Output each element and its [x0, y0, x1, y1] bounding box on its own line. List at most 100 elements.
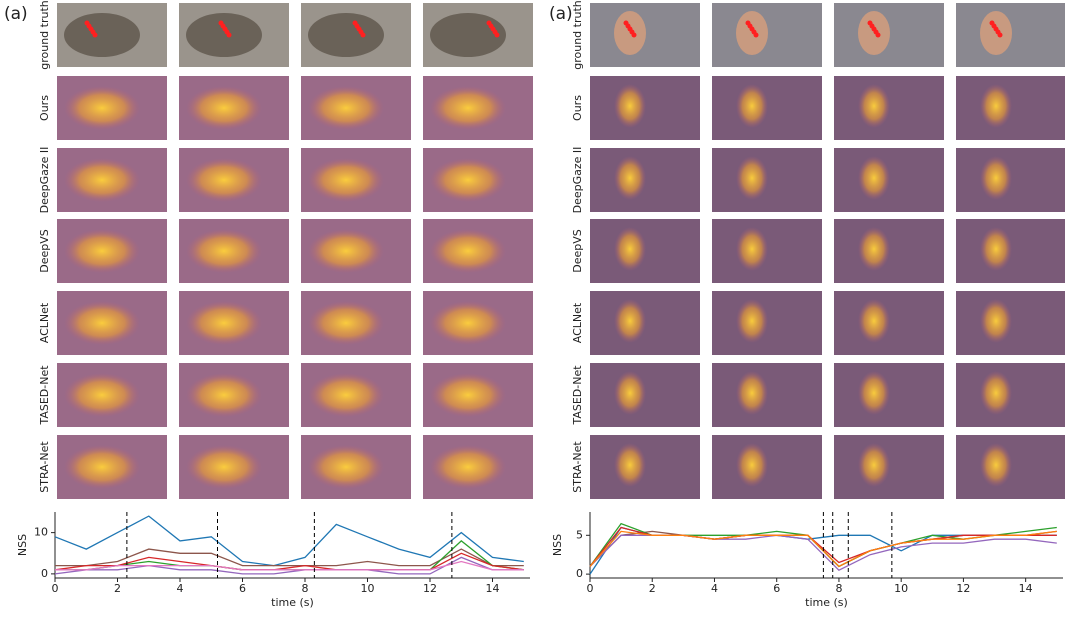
scene-blob	[64, 445, 140, 489]
series-line	[590, 524, 1057, 567]
face	[614, 156, 646, 200]
fixation	[998, 33, 1003, 38]
scene-blob	[186, 229, 262, 273]
x-tick-label: 10	[361, 582, 375, 595]
face	[858, 299, 890, 343]
figure: (a)ground truthOursDeepGaze IIDeepVSACLN…	[0, 0, 1065, 615]
y-tick-label: 0	[41, 567, 48, 580]
x-tick-label: 2	[649, 582, 656, 595]
scene-blob	[430, 229, 506, 273]
fixation	[227, 33, 232, 38]
scene-blob	[186, 301, 262, 345]
scene-blob	[430, 158, 506, 202]
face	[736, 443, 768, 487]
scene-blob	[186, 13, 262, 57]
scene-blob	[186, 86, 262, 130]
x-tick-label: 14	[1019, 582, 1033, 595]
scene-blob	[308, 86, 384, 130]
y-tick-label: 10	[34, 526, 48, 539]
row-label: Ours	[571, 95, 584, 121]
face	[858, 84, 890, 128]
face	[614, 299, 646, 343]
scene-blob	[64, 373, 140, 417]
row-label: STRA-Net	[571, 441, 584, 493]
x-tick-label: 2	[114, 582, 121, 595]
row-label: TASED-Net	[38, 365, 51, 426]
fixation	[754, 33, 759, 38]
face	[736, 299, 768, 343]
face	[980, 227, 1012, 271]
face	[980, 84, 1012, 128]
fixation	[361, 33, 366, 38]
fixation	[876, 33, 881, 38]
scene-blob	[186, 445, 262, 489]
y-axis-label: NSS	[16, 534, 29, 556]
scene-blob	[430, 86, 506, 130]
scene-blob	[430, 373, 506, 417]
row-label: ACLNet	[38, 302, 51, 343]
row-label: DeepGaze II	[38, 147, 51, 214]
x-tick-label: 6	[773, 582, 780, 595]
face	[858, 371, 890, 415]
x-tick-label: 6	[239, 582, 246, 595]
scene-blob	[308, 158, 384, 202]
face	[614, 371, 646, 415]
row-label: ACLNet	[571, 302, 584, 343]
x-tick-label: 4	[177, 582, 184, 595]
fixation	[632, 33, 637, 38]
face	[858, 227, 890, 271]
row-label: STRA-Net	[38, 441, 51, 493]
scene-blob	[308, 229, 384, 273]
row-label: DeepGaze II	[571, 147, 584, 214]
face	[614, 84, 646, 128]
scene-blob	[430, 445, 506, 489]
face	[980, 299, 1012, 343]
row-label: ground truth	[38, 0, 51, 70]
x-tick-label: 14	[486, 582, 500, 595]
scene-blob	[64, 229, 140, 273]
scene-blob	[64, 158, 140, 202]
x-tick-label: 8	[302, 582, 309, 595]
scene-blob	[186, 373, 262, 417]
face	[858, 156, 890, 200]
y-tick-label: 0	[576, 567, 583, 580]
face	[980, 443, 1012, 487]
y-tick-label: 5	[576, 528, 583, 541]
face	[736, 84, 768, 128]
row-label: DeepVS	[571, 229, 584, 273]
x-tick-label: 8	[835, 582, 842, 595]
row-label: TASED-Net	[571, 365, 584, 426]
scene-blob	[308, 373, 384, 417]
scene-blob	[308, 301, 384, 345]
panel-label: (a)	[549, 4, 573, 24]
scene-blob	[186, 158, 262, 202]
scene-blob	[64, 13, 140, 57]
x-tick-label: 4	[711, 582, 718, 595]
scene-blob	[308, 13, 384, 57]
face	[736, 156, 768, 200]
face	[980, 156, 1012, 200]
x-tick-label: 12	[956, 582, 970, 595]
face	[736, 371, 768, 415]
scene-blob	[64, 86, 140, 130]
x-tick-label: 10	[894, 582, 908, 595]
row-label: DeepVS	[38, 229, 51, 273]
face	[614, 227, 646, 271]
y-axis-label: NSS	[551, 534, 564, 556]
face	[614, 443, 646, 487]
panel-label: (a)	[4, 4, 28, 24]
fixation	[93, 33, 98, 38]
row-label: Ours	[38, 95, 51, 121]
face	[858, 443, 890, 487]
x-tick-label: 0	[587, 582, 594, 595]
x-tick-label: 12	[423, 582, 437, 595]
fixation	[495, 33, 500, 38]
x-axis-label: time (s)	[271, 596, 314, 609]
scene-blob	[64, 301, 140, 345]
scene-blob	[430, 301, 506, 345]
face	[980, 371, 1012, 415]
scene-blob	[308, 445, 384, 489]
x-axis-label: time (s)	[805, 596, 848, 609]
row-label: ground truth	[571, 0, 584, 70]
face	[736, 227, 768, 271]
